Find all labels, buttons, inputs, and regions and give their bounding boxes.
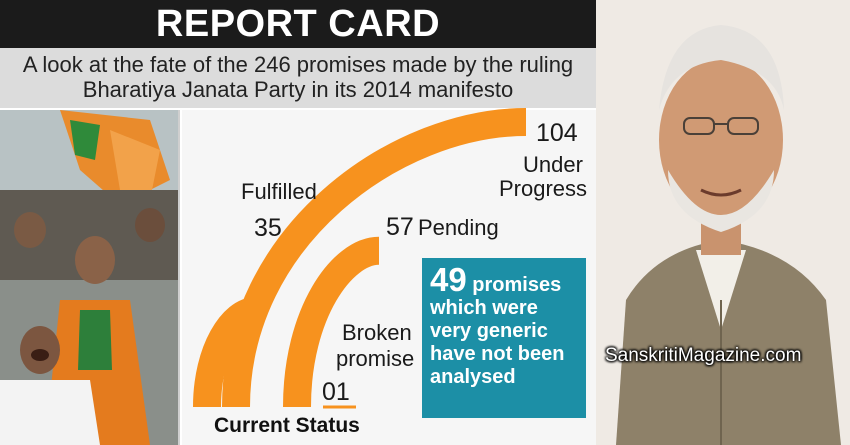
crowd-photo-icon bbox=[0, 110, 178, 445]
category-label-promise: promise bbox=[336, 346, 415, 371]
category-label-pending: Pending bbox=[418, 215, 499, 240]
watermark: SanskritiMagazine.com bbox=[605, 345, 802, 366]
note-word: promises bbox=[472, 274, 562, 296]
bar-under-progress bbox=[222, 108, 527, 408]
value-label-broken: 01 bbox=[322, 378, 350, 406]
bar-pending bbox=[283, 236, 381, 408]
category-label-progress: Progress bbox=[499, 176, 588, 201]
portrait-photo bbox=[596, 0, 850, 445]
note-box: 49 promises which were very generic have… bbox=[422, 258, 586, 418]
subtitle-line-2: Bharatiya Janata Party in its 2014 manif… bbox=[82, 77, 514, 102]
axis-label: Current Status bbox=[214, 414, 360, 437]
value-label-pending: 57 bbox=[386, 213, 414, 241]
chart-svg bbox=[193, 108, 527, 409]
portrait-photo-icon bbox=[596, 0, 850, 445]
bar-fulfilled bbox=[193, 297, 257, 408]
subtitle-band bbox=[0, 48, 596, 108]
note-line-5: analysed bbox=[430, 366, 516, 388]
note-line-4: have not been bbox=[430, 343, 565, 365]
crowd-photo bbox=[0, 110, 180, 445]
category-label-broken: Broken bbox=[342, 320, 412, 345]
category-label-fulfilled: Fulfilled bbox=[241, 179, 317, 204]
value-label-fulfilled: 35 bbox=[254, 214, 282, 242]
note-number: 49 bbox=[430, 261, 467, 298]
title-bar: REPORT CARD bbox=[0, 0, 596, 48]
subtitle-line-1: A look at the fate of the 246 promises m… bbox=[22, 52, 574, 77]
subtitle: A look at the fate of the 246 promises m… bbox=[0, 52, 596, 102]
report-card-graphic: REPORT CARD A look at the fate of the 24… bbox=[0, 0, 596, 445]
value-label-under-progress: 104 bbox=[536, 119, 578, 147]
note-line-2: which were bbox=[430, 297, 538, 319]
note-line-3: very generic bbox=[430, 320, 548, 342]
page-title: REPORT CARD bbox=[155, 2, 441, 45]
category-label-under: Under bbox=[523, 152, 583, 177]
